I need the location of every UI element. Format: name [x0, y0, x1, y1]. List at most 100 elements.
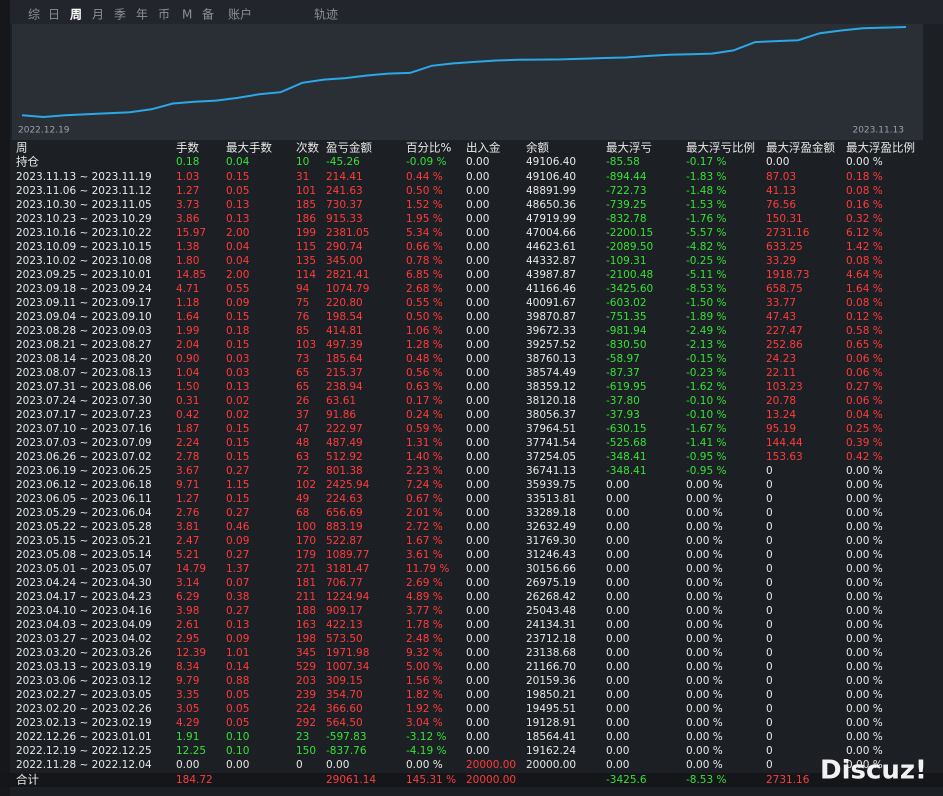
- table-cell: 合计: [16, 773, 39, 787]
- tab[interactable]: 备: [202, 8, 214, 22]
- table-cell: 0.00: [606, 745, 629, 757]
- chart-panel: [12, 24, 923, 140]
- tab[interactable]: M: [182, 8, 192, 22]
- table-cell: -0.95 %: [686, 451, 727, 463]
- table-cell: 2023.10.16 ~ 2023.10.22: [16, 227, 152, 239]
- tab[interactable]: 日: [48, 8, 60, 22]
- table-cell: 1.01: [226, 647, 249, 659]
- table-cell: 0.18: [226, 325, 249, 337]
- table-cell: 0.00: [606, 717, 629, 729]
- table-cell: 48650.36: [526, 199, 576, 211]
- table-cell: 44623.61: [526, 241, 576, 253]
- table-cell: 633.25: [766, 241, 803, 253]
- table-cell: 1.87: [176, 423, 199, 435]
- table-cell: -739.25: [606, 199, 647, 211]
- table-cell: 0.00 %: [846, 675, 883, 687]
- table-cell: 87.03: [766, 171, 796, 183]
- table-cell: 39257.52: [526, 339, 576, 351]
- table-cell: 0.15: [226, 493, 249, 505]
- table-cell: 0.00: [606, 493, 629, 505]
- tab[interactable]: 年: [136, 8, 148, 22]
- table-cell: 2.95: [176, 633, 199, 645]
- tab[interactable]: 月: [92, 8, 104, 22]
- table-cell: 1.31 %: [406, 437, 443, 449]
- table-cell: 656.69: [326, 507, 363, 519]
- table-cell: 47919.99: [526, 213, 576, 225]
- table-cell: 0.67 %: [406, 493, 443, 505]
- table-cell: -4.19 %: [406, 745, 447, 757]
- table-cell: 909.17: [326, 605, 363, 617]
- table-cell: 224: [296, 703, 316, 715]
- table-cell: 0: [766, 731, 773, 743]
- table-cell: 0.00: [466, 465, 489, 477]
- table-cell: 47.43: [766, 311, 796, 323]
- table-cell: 0.00 %: [686, 535, 723, 547]
- table-cell: 49106.40: [526, 171, 576, 183]
- tab[interactable]: 轨迹: [314, 8, 338, 22]
- table-cell: -348.41: [606, 451, 647, 463]
- table-cell: -3425.6: [606, 774, 647, 786]
- table-cell: 48: [296, 437, 309, 449]
- tab[interactable]: 币: [158, 8, 170, 22]
- table-cell: 4.29: [176, 717, 199, 729]
- table-cell: -8.53 %: [686, 774, 727, 786]
- table-cell: 145.31 %: [406, 774, 456, 786]
- table-cell: 2.48 %: [406, 633, 443, 645]
- table-cell: -85.58: [606, 156, 640, 168]
- table-cell: 31: [296, 171, 309, 183]
- equity-line: [21, 26, 907, 119]
- table-cell: 170: [296, 535, 316, 547]
- column-header: 次数: [296, 141, 319, 155]
- table-cell: 10: [296, 156, 309, 168]
- table-cell: 0.00 %: [846, 591, 883, 603]
- table-cell: 29061.14: [326, 774, 376, 786]
- table-cell: 6.12 %: [846, 227, 883, 239]
- table-cell: 3.98: [176, 605, 199, 617]
- table-cell: 4.71: [176, 283, 199, 295]
- table-cell: 0.00: [606, 605, 629, 617]
- table-cell: -722.73: [606, 185, 647, 197]
- table-cell: 0: [766, 605, 773, 617]
- table-cell: 2023.03.06 ~ 2023.03.12: [16, 675, 152, 687]
- watermark: Discuz!: [820, 756, 927, 786]
- table-cell: -0.09 %: [406, 156, 447, 168]
- table-cell: 3.86: [176, 213, 200, 225]
- table-cell: 0.00 %: [846, 731, 883, 743]
- table-cell: 0.13: [226, 381, 249, 393]
- table-cell: -0.95 %: [686, 465, 727, 477]
- table-cell: 0.08 %: [846, 185, 883, 197]
- table-cell: 0.00: [606, 661, 629, 673]
- table-cell: 0.05: [226, 689, 249, 701]
- left-strip: [0, 0, 10, 796]
- table-cell: 224.63: [326, 493, 363, 505]
- table-cell: 23138.68: [526, 647, 576, 659]
- tab[interactable]: 季: [114, 8, 126, 22]
- table-cell: 238.94: [326, 381, 363, 393]
- table-cell: 5.21: [176, 549, 199, 561]
- table-cell: 135: [296, 255, 316, 267]
- table-cell: 0.05: [226, 185, 249, 197]
- table-cell: 37: [296, 409, 309, 421]
- table-cell: 0.27: [226, 549, 249, 561]
- table-cell: 354.70: [326, 689, 363, 701]
- table-cell: 2022.12.19 ~ 2022.12.25: [16, 745, 152, 757]
- table-cell: 0.88: [226, 675, 249, 687]
- tab[interactable]: 周: [70, 8, 82, 22]
- tab[interactable]: 综: [28, 8, 40, 22]
- table-cell: 15.97: [176, 227, 206, 239]
- table-cell: 115: [296, 241, 316, 253]
- table-cell: 20000.00: [466, 774, 516, 786]
- tab[interactable]: 账户: [228, 7, 252, 22]
- table-cell: 38760.13: [526, 353, 576, 365]
- table-cell: 0.00: [606, 619, 629, 631]
- table-cell: 2.00: [226, 269, 249, 281]
- table-cell: 1089.77: [326, 549, 369, 561]
- table-cell: 39672.33: [526, 325, 576, 337]
- table-cell: 211: [296, 591, 316, 603]
- table-cell: 0: [766, 591, 773, 603]
- table-cell: 185.64: [326, 353, 363, 365]
- table-cell: 1.67 %: [406, 535, 443, 547]
- table-cell: 0.00: [466, 647, 489, 659]
- table-cell: 9.71: [176, 479, 199, 491]
- table-cell: 0.00: [766, 156, 789, 168]
